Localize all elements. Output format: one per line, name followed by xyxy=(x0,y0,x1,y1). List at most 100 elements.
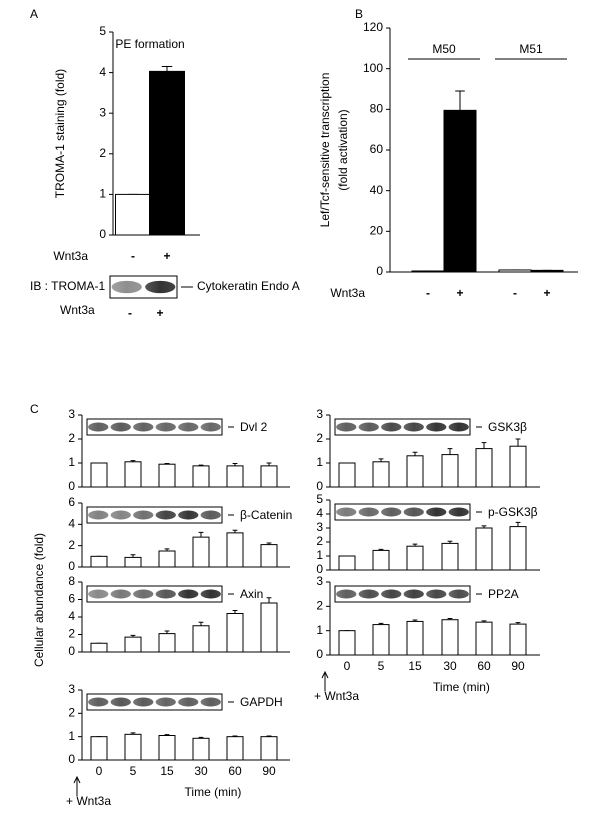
blot-label: Dvl 2 xyxy=(240,420,268,434)
bar xyxy=(192,737,210,761)
x-tick-label: 15 xyxy=(408,659,422,673)
blot-band xyxy=(336,507,357,517)
blot-band xyxy=(381,589,402,599)
y-tick-label: 5 xyxy=(99,24,106,38)
bar xyxy=(226,532,244,568)
y-tick-label: 1 xyxy=(99,187,106,201)
blot-band xyxy=(200,422,221,432)
bar xyxy=(260,544,278,568)
bar xyxy=(372,624,390,656)
bar xyxy=(441,542,459,571)
y-tick-label: 0 xyxy=(316,562,323,576)
bar xyxy=(90,555,108,568)
bar xyxy=(338,462,356,488)
blot-band xyxy=(381,507,402,517)
bar xyxy=(530,269,564,273)
blot-band xyxy=(358,589,379,599)
y-tick-label: 8 xyxy=(68,574,75,588)
y-axis-label: Cellular abundance (fold) xyxy=(32,533,46,667)
panel-letter: A xyxy=(30,7,38,21)
y-tick-label: 120 xyxy=(363,20,383,34)
y-tick-label: 0 xyxy=(316,479,323,493)
blot-label: β-Catenin xyxy=(240,508,292,522)
blot-band xyxy=(200,589,221,599)
error-bar xyxy=(198,531,204,538)
bar xyxy=(226,736,244,761)
bar xyxy=(372,549,390,571)
y-tick-label: 3 xyxy=(316,407,323,421)
bar xyxy=(226,613,244,653)
y-tick-label: 3 xyxy=(316,520,323,534)
y-tick-label: 20 xyxy=(370,224,384,238)
group-label: M51 xyxy=(519,42,543,56)
y-tick-label: 60 xyxy=(370,142,384,156)
blot-band-label: Cytokeratin Endo A xyxy=(197,279,300,293)
blot-band xyxy=(111,280,142,294)
y-tick-label: 6 xyxy=(68,495,75,509)
bar xyxy=(90,642,108,653)
bar xyxy=(192,465,210,488)
x-tick-label: 90 xyxy=(511,659,525,673)
bar xyxy=(509,445,527,488)
y-tick-label: 3 xyxy=(68,407,75,421)
blot-band xyxy=(426,507,447,517)
bar xyxy=(406,545,424,571)
blot-band xyxy=(133,697,154,707)
blot-band xyxy=(178,589,199,599)
y-tick-label: 6 xyxy=(68,592,75,606)
x-axis-label: Time (min) xyxy=(185,785,242,799)
y-tick-label: 0 xyxy=(99,227,106,241)
bar xyxy=(158,463,176,488)
x-tick-label: 30 xyxy=(443,659,457,673)
bar xyxy=(149,70,185,236)
blot-band xyxy=(133,422,154,432)
error-bar xyxy=(198,621,204,626)
y-tick-label: 4 xyxy=(316,506,323,520)
bar xyxy=(260,602,278,653)
bar xyxy=(406,455,424,488)
bar xyxy=(124,556,142,568)
bar xyxy=(115,193,151,236)
blot-band xyxy=(88,589,109,599)
x-tick-label: 0 xyxy=(344,659,351,673)
error-bar xyxy=(266,597,272,603)
bar xyxy=(338,555,356,571)
chart-title: PE formation xyxy=(115,37,184,51)
bar xyxy=(475,527,493,571)
y-tick-label: 1 xyxy=(316,548,323,562)
blot-band xyxy=(178,510,199,520)
bar xyxy=(406,620,424,656)
blot-band xyxy=(403,422,424,432)
error-bar xyxy=(515,521,521,527)
blot-band xyxy=(358,422,379,432)
x-tick-label: 5 xyxy=(130,764,137,778)
error-bar xyxy=(455,90,465,111)
bar xyxy=(124,733,142,761)
blot-label: Axin xyxy=(240,587,263,601)
bar xyxy=(90,736,108,761)
blot-x-tick-label: + xyxy=(156,306,163,320)
x-tick-label: 15 xyxy=(160,764,174,778)
x-tick-label: + xyxy=(163,249,170,263)
blot-band xyxy=(88,422,109,432)
blot-band xyxy=(200,510,221,520)
bar xyxy=(509,526,527,571)
y-tick-label: 0 xyxy=(316,647,323,661)
y-tick-label: 2 xyxy=(316,431,323,445)
y-tick-label: 2 xyxy=(316,534,323,548)
y-tick-label: 40 xyxy=(370,183,384,197)
blot-x-label: Wnt3a xyxy=(60,303,95,317)
blot-band xyxy=(110,510,131,520)
arrow xyxy=(73,775,81,796)
bar xyxy=(192,536,210,568)
blot-band xyxy=(133,510,154,520)
arrow xyxy=(321,670,329,691)
blot-label: GSK3β xyxy=(488,420,527,434)
blot-band xyxy=(178,422,199,432)
y-tick-label: 4 xyxy=(68,517,75,531)
y-tick-label: 1 xyxy=(68,729,75,743)
error-bar xyxy=(447,448,453,455)
bar xyxy=(90,462,108,488)
y-tick-label: 1 xyxy=(316,455,323,469)
